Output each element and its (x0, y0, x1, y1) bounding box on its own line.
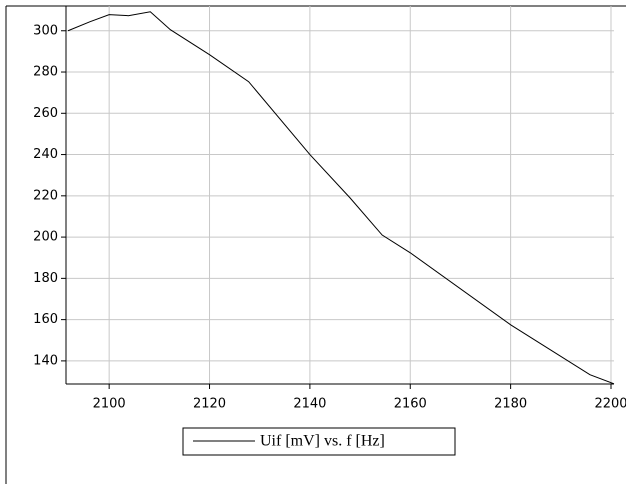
y-tick-label: 180 (33, 271, 58, 286)
legend-label: Uif [mV] vs. f [Hz] (260, 433, 385, 450)
plot-area: 140 160 180 200 220 240 260 280 300 2100 2120 2140 2… (33, 6, 626, 412)
x-tick-label: 2160 (394, 397, 427, 412)
x-tick-label: 2180 (494, 397, 527, 412)
x-tick-label: 2120 (193, 397, 226, 412)
y-tick-label: 160 (33, 312, 58, 327)
y-tick-label: 240 (33, 147, 58, 162)
y-tick-label: 260 (33, 106, 58, 121)
y-tick-label: 280 (33, 65, 58, 80)
y-tick-label: 140 (33, 353, 58, 368)
x-tick-label: 2200 (594, 397, 626, 412)
y-tick-label: 300 (33, 23, 58, 38)
y-tick-label: 220 (33, 188, 58, 203)
data-line (67, 11, 615, 385)
x-tick-label: 2140 (293, 397, 326, 412)
y-tick-label: 200 (33, 230, 58, 245)
x-tick-label: 2100 (93, 397, 126, 412)
